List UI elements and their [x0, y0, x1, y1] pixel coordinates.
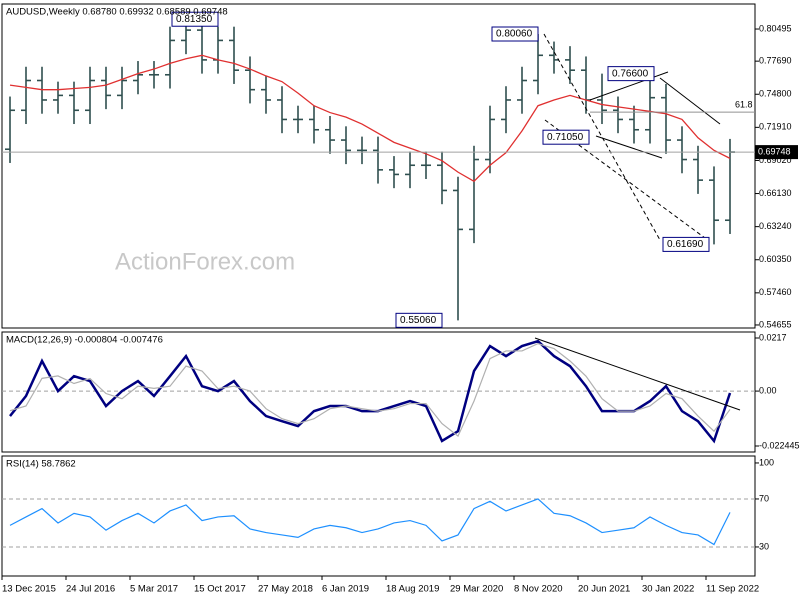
x-tick-label: 30 Jan 2022 — [642, 584, 694, 595]
y-tick-label: 30 — [759, 541, 769, 551]
annotation-label: 0.81350 — [176, 14, 213, 25]
x-tick-label: 18 Aug 2019 — [386, 584, 439, 595]
last-price-box — [755, 145, 798, 160]
series-line — [9, 342, 731, 438]
annotation-label: 0.80060 — [496, 29, 533, 40]
panel-title: RSI(14) 58.7862 — [6, 459, 76, 470]
y-tick-label: 0.71910 — [759, 122, 792, 132]
moving-average — [9, 54, 731, 183]
panel-title: MACD(12,26,9) -0.000804 -0.007476 — [6, 335, 163, 346]
x-tick-label: 11 Sep 2022 — [706, 584, 759, 595]
panel-title: AUDUSD,Weekly 0.68780 0.69932 0.68589 0.… — [6, 7, 228, 18]
y-tick-label: 0.63240 — [759, 221, 792, 231]
annotation-box — [662, 236, 710, 252]
y-tick-label: 100 — [759, 457, 774, 467]
y-tick-label: -0.022445 — [759, 440, 800, 450]
x-tick-label: 15 Oct 2017 — [194, 584, 246, 595]
panel-frame — [1, 3, 756, 329]
series-line — [9, 339, 732, 444]
y-tick-label: 0.69020 — [759, 155, 792, 165]
y-tick-label: 0.74800 — [759, 89, 792, 99]
trendline — [659, 77, 721, 125]
annotation-box — [542, 129, 590, 145]
trendline — [534, 337, 741, 411]
annotation-label: 0.55060 — [400, 315, 437, 326]
x-tick-label: 29 Mar 2020 — [450, 584, 503, 595]
y-tick-label: 0.00 — [759, 385, 777, 395]
annotation-box — [491, 26, 539, 42]
annotation-box — [171, 11, 219, 27]
panel-frame — [1, 455, 756, 577]
trendline — [544, 119, 706, 239]
y-tick-label: 0.66130 — [759, 188, 792, 198]
x-tick-label: 24 Jul 2016 — [66, 584, 115, 595]
annotation-label: 0.61690 — [667, 239, 704, 250]
panel-frame — [1, 331, 756, 453]
y-tick-label: 0.77690 — [759, 56, 792, 66]
x-tick-label: 13 Dec 2015 — [2, 584, 56, 595]
x-tick-label: 20 Jun 2021 — [578, 584, 630, 595]
trendline — [589, 71, 669, 101]
y-tick-label: 0.0217 — [759, 332, 787, 342]
series-line — [9, 498, 731, 546]
x-tick-label: 27 May 2018 — [258, 584, 313, 595]
annotation-box — [395, 312, 443, 328]
watermark: ActionForex.com — [115, 248, 295, 275]
y-tick-label: 0.54655 — [759, 319, 792, 329]
annotation-label: 0.71050 — [547, 132, 584, 143]
annotation-label: 0.76600 — [612, 68, 649, 79]
annotation-box — [607, 66, 655, 82]
last-price-label: 0.69748 — [758, 146, 791, 156]
x-tick-label: 8 Nov 2020 — [514, 584, 563, 595]
trendline — [595, 135, 663, 159]
y-tick-label: 70 — [759, 493, 769, 503]
trendline — [543, 33, 661, 241]
fib-label: 61.8 — [735, 99, 753, 109]
y-tick-label: 0.80495 — [759, 23, 792, 33]
y-tick-label: 0.57460 — [759, 287, 792, 297]
x-tick-label: 6 Jan 2019 — [322, 584, 369, 595]
y-tick-label: 0.60350 — [759, 254, 792, 264]
x-tick-label: 5 Mar 2017 — [130, 584, 178, 595]
